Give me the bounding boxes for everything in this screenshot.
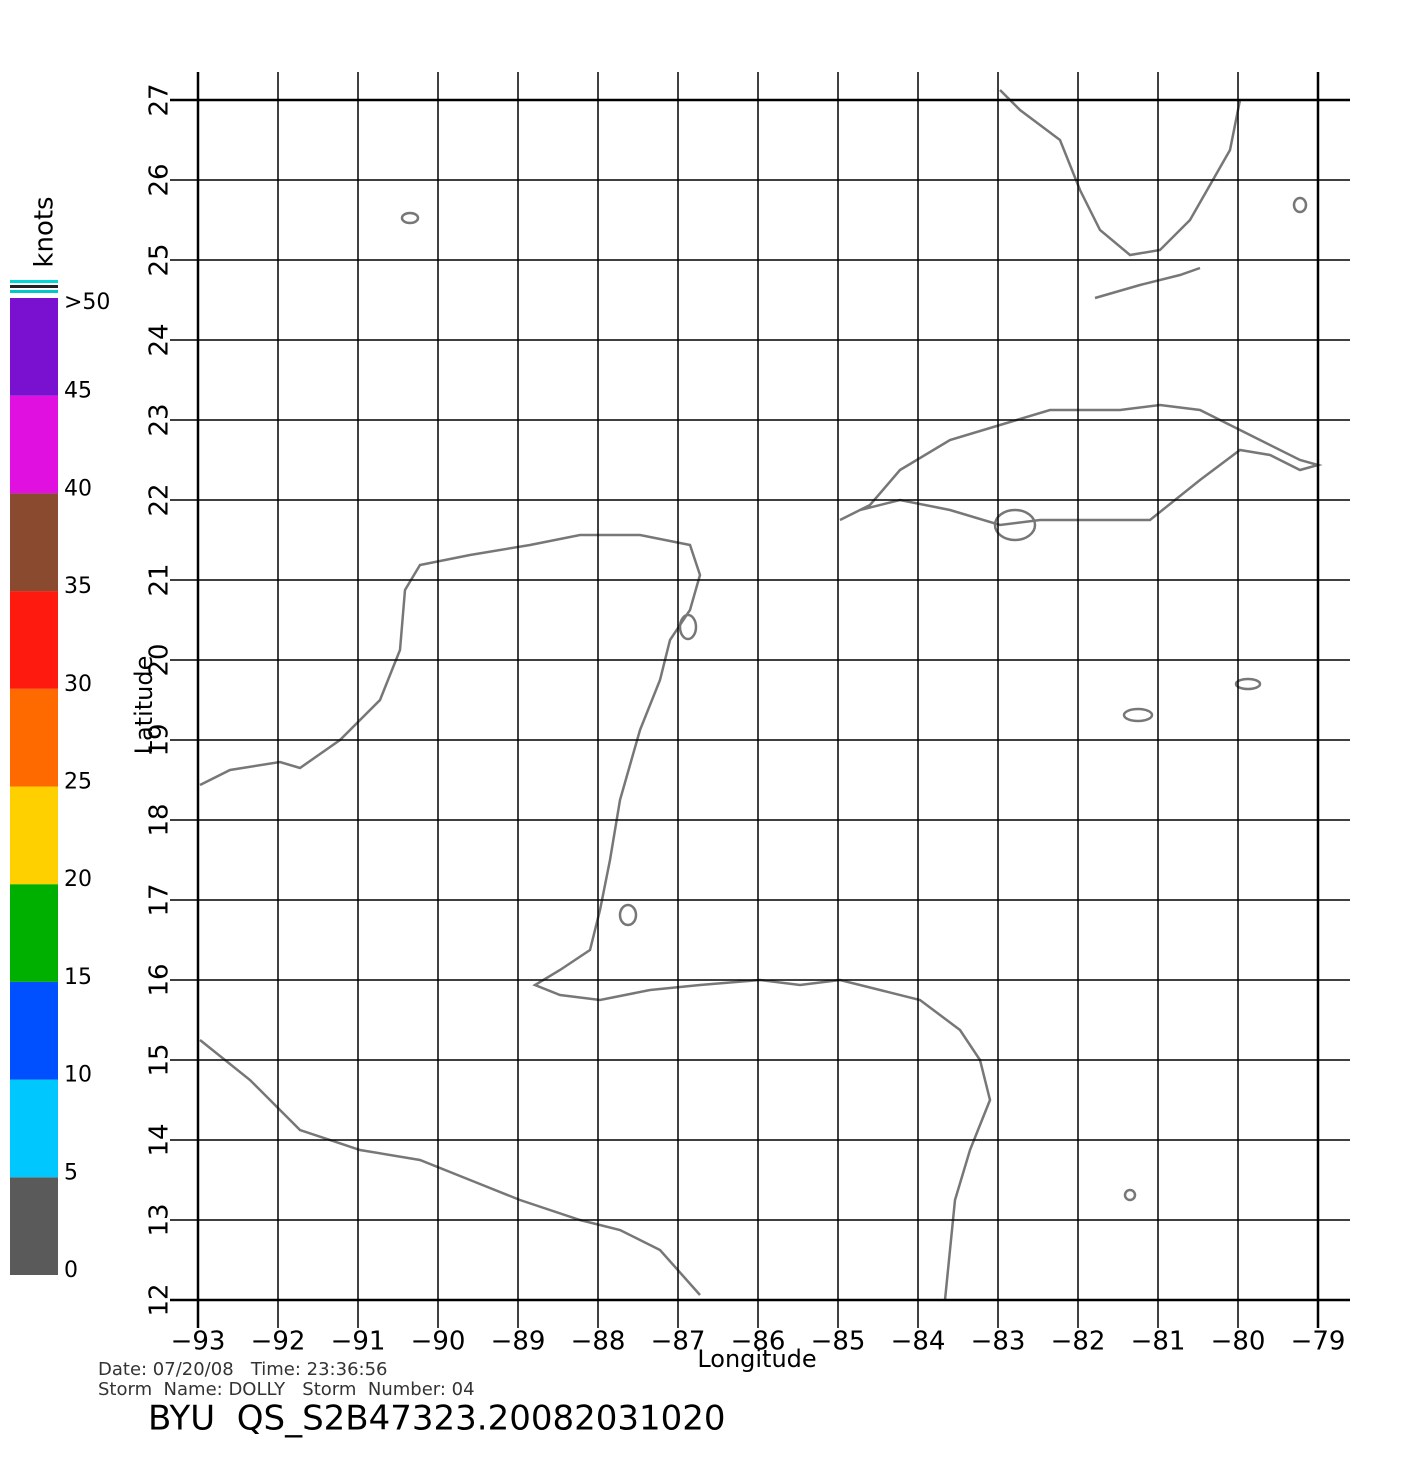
y-tick-label: 24 — [145, 323, 175, 356]
colorbar-band — [10, 786, 58, 885]
y-tick-label: 27 — [145, 83, 175, 116]
x-tick-label: −92 — [251, 1327, 306, 1357]
stripe — [10, 290, 58, 293]
stripe — [10, 285, 58, 288]
colorbar-band — [10, 493, 58, 592]
colorbar-band — [10, 688, 58, 787]
colorbar-tick-label: 35 — [64, 574, 92, 599]
colorbar-tick-label: 45 — [64, 379, 92, 404]
y-tick-label: 17 — [145, 883, 175, 916]
footer-storm: Storm Name: DOLLY Storm Number: 04 — [98, 1379, 475, 1400]
y-axis-label: Latitude — [130, 656, 158, 755]
y-tick-label: 19 — [145, 723, 175, 756]
colorbar-label: knots — [30, 196, 60, 267]
x-tick-label: −90 — [411, 1327, 466, 1357]
x-axis-label: Longitude — [697, 1345, 816, 1373]
colorbar-tick-label: 40 — [64, 476, 92, 501]
colorbar-tick-label: 20 — [64, 867, 92, 892]
x-tick-label: −83 — [971, 1327, 1026, 1357]
coastlines — [199, 89, 1323, 1301]
y-tick-label: 26 — [145, 163, 175, 196]
colorbar-band — [10, 981, 58, 1080]
x-tick-label: −85 — [811, 1327, 866, 1357]
y-tick-label: 13 — [145, 1203, 175, 1236]
colorbar-tick-label: 15 — [64, 965, 92, 990]
y-tick-label: 22 — [145, 483, 175, 516]
y-tick-label: 18 — [145, 803, 175, 836]
footer-product: BYU QS_S2B47323.20082031020 — [148, 1399, 726, 1439]
y-tick-label: 25 — [145, 243, 175, 276]
colorbar-tick-label: 0 — [64, 1258, 78, 1283]
x-tick-label: −84 — [891, 1327, 946, 1357]
colorbar-tick-label: 10 — [64, 1063, 92, 1088]
colorbar-tick-label: 30 — [64, 672, 92, 697]
x-tick-label: −80 — [1211, 1327, 1266, 1357]
x-tick-label: −79 — [1291, 1327, 1346, 1357]
y-tick-label: 14 — [145, 1123, 175, 1156]
colorbar-stripes — [10, 280, 58, 293]
y-tick-label: 20 — [145, 643, 175, 676]
x-tick-label: −87 — [651, 1327, 706, 1357]
x-tick-label: −88 — [571, 1327, 626, 1357]
colorbar-tick-label: 25 — [64, 770, 92, 795]
y-tick-label: 12 — [145, 1283, 175, 1316]
x-tick-label: −81 — [1131, 1327, 1186, 1357]
colorbar-tick-label: 5 — [64, 1160, 78, 1185]
colorbar-band — [10, 395, 58, 494]
colorbar-tick-label: >50 — [64, 290, 110, 315]
stripe — [10, 280, 58, 283]
colorbar-band — [10, 591, 58, 689]
x-tick-label: −89 — [491, 1327, 546, 1357]
x-tick-label: −93 — [171, 1327, 226, 1357]
colorbar-band — [10, 298, 58, 396]
y-tick-label: 21 — [145, 563, 175, 596]
y-tick-label: 23 — [145, 403, 175, 436]
x-tick-label: −91 — [331, 1327, 386, 1357]
y-tick-label: 16 — [145, 963, 175, 996]
colorbar-band — [10, 1177, 58, 1275]
y-tick-label: 15 — [145, 1043, 175, 1076]
x-tick-label: −86 — [731, 1327, 786, 1357]
x-tick-label: −82 — [1051, 1327, 1106, 1357]
footer-date: Date: 07/20/08 Time: 23:36:56 — [98, 1359, 388, 1380]
colorbar-band — [10, 1079, 58, 1178]
colorbar-band — [10, 884, 58, 982]
